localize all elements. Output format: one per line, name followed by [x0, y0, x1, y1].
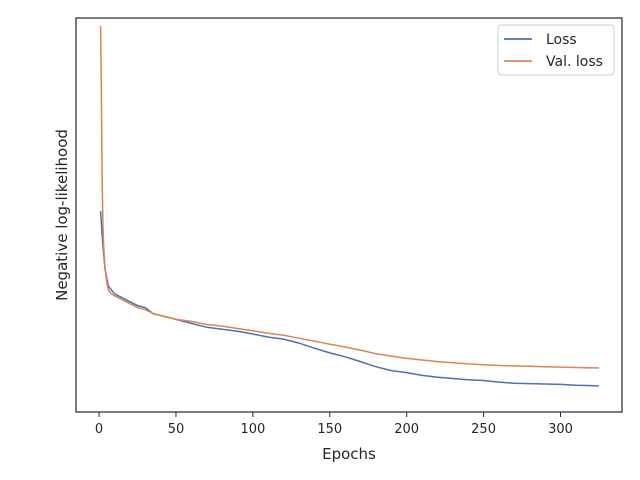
x-tick-label: 250	[471, 422, 496, 437]
x-tick-label: 200	[394, 422, 419, 437]
x-axis-label: Epochs	[322, 445, 376, 463]
axes-frame	[75, 17, 623, 413]
legend-label-loss: Loss	[546, 32, 577, 48]
y-axis-label: Negative log-likelihood	[53, 129, 71, 301]
legend: Loss Val. loss	[497, 24, 615, 76]
x-tick-label: 0	[95, 422, 103, 437]
legend-label-val-loss: Val. loss	[546, 54, 603, 70]
plot-area	[99, 25, 599, 387]
legend-box	[497, 24, 615, 76]
axes: 0 50 100 150 200 250 300	[75, 17, 623, 437]
x-tick-label: 300	[548, 422, 573, 437]
x-tick-label: 50	[168, 422, 185, 437]
series-line-loss	[99, 211, 599, 387]
x-tick-label: 150	[317, 422, 342, 437]
series-line-val-loss	[99, 25, 599, 369]
x-tick-label: 100	[240, 422, 265, 437]
